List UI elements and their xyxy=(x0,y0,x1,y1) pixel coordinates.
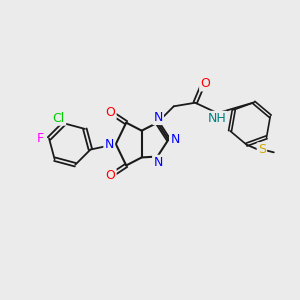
Text: N: N xyxy=(153,111,163,124)
Text: N: N xyxy=(153,156,163,169)
Text: Cl: Cl xyxy=(53,112,65,124)
Text: N: N xyxy=(170,133,180,146)
Text: O: O xyxy=(106,106,116,119)
Text: NH: NH xyxy=(208,112,226,125)
Text: F: F xyxy=(37,132,44,145)
Text: N: N xyxy=(105,138,114,151)
Text: O: O xyxy=(106,169,116,182)
Text: S: S xyxy=(258,143,266,157)
Text: O: O xyxy=(200,77,210,90)
